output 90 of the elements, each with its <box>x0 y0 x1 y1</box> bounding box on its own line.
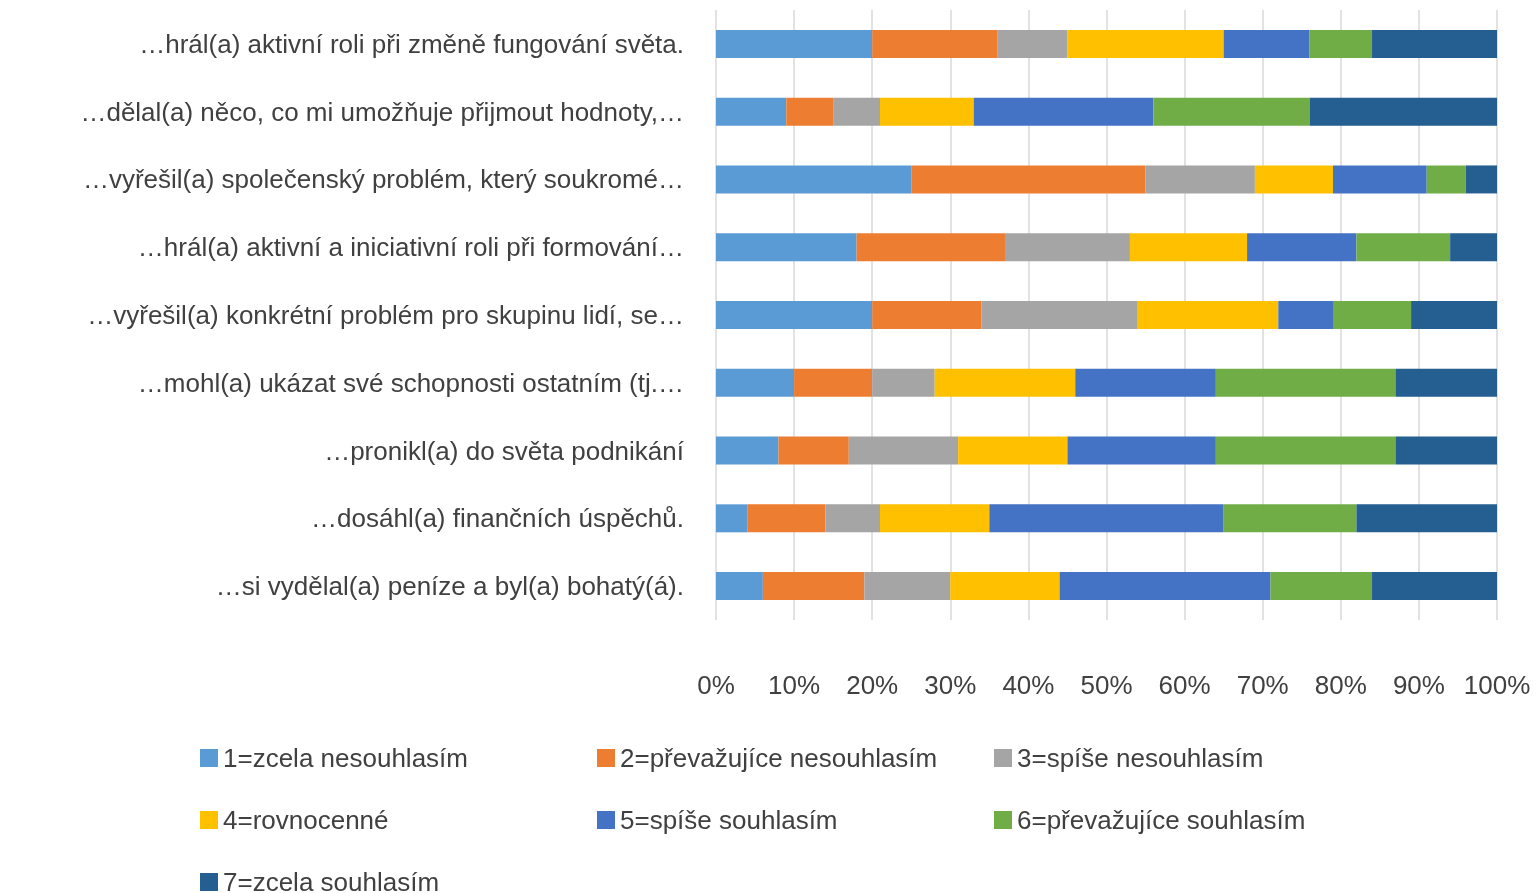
bar <box>1059 572 1271 601</box>
x-tick-label: 20% <box>846 670 899 700</box>
bar <box>872 29 998 58</box>
x-tick-label: 50% <box>1080 670 1133 700</box>
bar <box>958 436 1068 465</box>
bar <box>1309 29 1373 58</box>
bar <box>1450 233 1497 262</box>
bar <box>716 97 787 126</box>
legend-label: 6=převažujíce souhlasím <box>1017 805 1306 835</box>
bar <box>716 165 912 194</box>
y-tick-label: …dělal(a) něco, co mi umožňuje přijmout hodnoty,… <box>80 96 684 127</box>
bar <box>1215 368 1396 397</box>
bar <box>1332 301 1412 329</box>
bar <box>1372 572 1497 601</box>
bar <box>833 97 881 126</box>
legend-label: 7=zcela souhlasím <box>223 867 440 893</box>
x-tick-label: 30% <box>924 670 977 700</box>
bar <box>1137 301 1279 329</box>
bar <box>1067 436 1216 465</box>
bar <box>973 97 1154 126</box>
bar <box>1395 368 1497 397</box>
y-tick-label: …hrál(a) aktivní roli při změně fungování světa. <box>139 28 684 59</box>
bar <box>825 504 881 533</box>
bar <box>1270 572 1373 601</box>
bar <box>864 572 951 601</box>
legend-label: 4=rovnocenné <box>223 805 389 835</box>
bar <box>856 233 1005 262</box>
x-tick-label: 80% <box>1314 670 1367 700</box>
y-tick-label: …vyřešil(a) společenský problém, který soukromé… <box>82 164 684 195</box>
legend-label: 5=spíše souhlasím <box>620 805 838 835</box>
bar <box>1309 97 1497 126</box>
bar <box>1004 233 1130 262</box>
bar <box>1075 368 1216 397</box>
bar <box>950 572 1060 601</box>
bar <box>872 301 982 329</box>
x-tick-label: 70% <box>1236 670 1289 700</box>
bar <box>1247 233 1357 262</box>
bar <box>1356 233 1451 262</box>
bar <box>716 29 873 58</box>
bar <box>1278 301 1333 329</box>
y-tick-label: …mohl(a) ukázat své schopnosti ostatním (tj.… <box>137 367 684 398</box>
bar <box>762 572 865 601</box>
bar <box>1254 165 1333 194</box>
x-tick-label: 90% <box>1392 670 1445 700</box>
bar <box>911 165 1146 194</box>
y-tick-label: …hrál(a) aktivní a iniciativní roli při formování… <box>137 232 684 263</box>
bar <box>1067 29 1224 58</box>
bar <box>1215 436 1396 465</box>
bar <box>981 301 1138 329</box>
bar <box>794 368 873 397</box>
bar <box>880 97 974 126</box>
legend-label: 2=převažujíce nesouhlasím <box>620 743 938 773</box>
bar <box>778 436 849 465</box>
y-tick-label: …vyřešil(a) konkrétní problém pro skupinu lidí, se… <box>87 300 684 330</box>
bar <box>1129 233 1248 262</box>
x-tick-label: 0% <box>697 670 735 700</box>
bar <box>1426 165 1466 194</box>
x-tick-label: 10% <box>768 670 821 700</box>
bar <box>1465 165 1497 194</box>
x-tick-label: 40% <box>1002 670 1055 700</box>
bar <box>716 436 779 465</box>
bar <box>872 368 935 397</box>
legend-label: 1=zcela nesouhlasím <box>223 743 468 773</box>
bar <box>997 29 1068 58</box>
x-tick-label: 60% <box>1158 670 1211 700</box>
bar <box>989 504 1224 533</box>
y-tick-label: …dosáhl(a) finančních úspěchů. <box>311 503 684 534</box>
x-tick-label: 100% <box>1463 670 1531 700</box>
bar <box>1411 301 1497 329</box>
bar <box>716 301 873 329</box>
bar <box>1395 436 1497 465</box>
bar <box>1153 97 1310 126</box>
bar <box>716 368 795 397</box>
bar <box>1223 29 1310 58</box>
bar <box>716 504 748 533</box>
y-tick-label: …pronikl(a) do světa podnikání <box>324 435 685 466</box>
bar <box>1145 165 1255 194</box>
bar <box>1356 504 1497 533</box>
y-tick-label: …si vydělal(a) peníze a byl(a) bohatý(á). <box>215 571 684 602</box>
bar <box>786 97 834 126</box>
bar <box>1372 29 1497 58</box>
bar <box>716 233 857 262</box>
bar <box>1332 165 1427 194</box>
bar <box>747 504 826 533</box>
bar <box>934 368 1076 397</box>
bar <box>880 504 990 533</box>
bar <box>848 436 959 465</box>
legend-label: 3=spíše nesouhlasím <box>1017 743 1264 773</box>
bar <box>716 572 763 601</box>
bar <box>1223 504 1357 533</box>
